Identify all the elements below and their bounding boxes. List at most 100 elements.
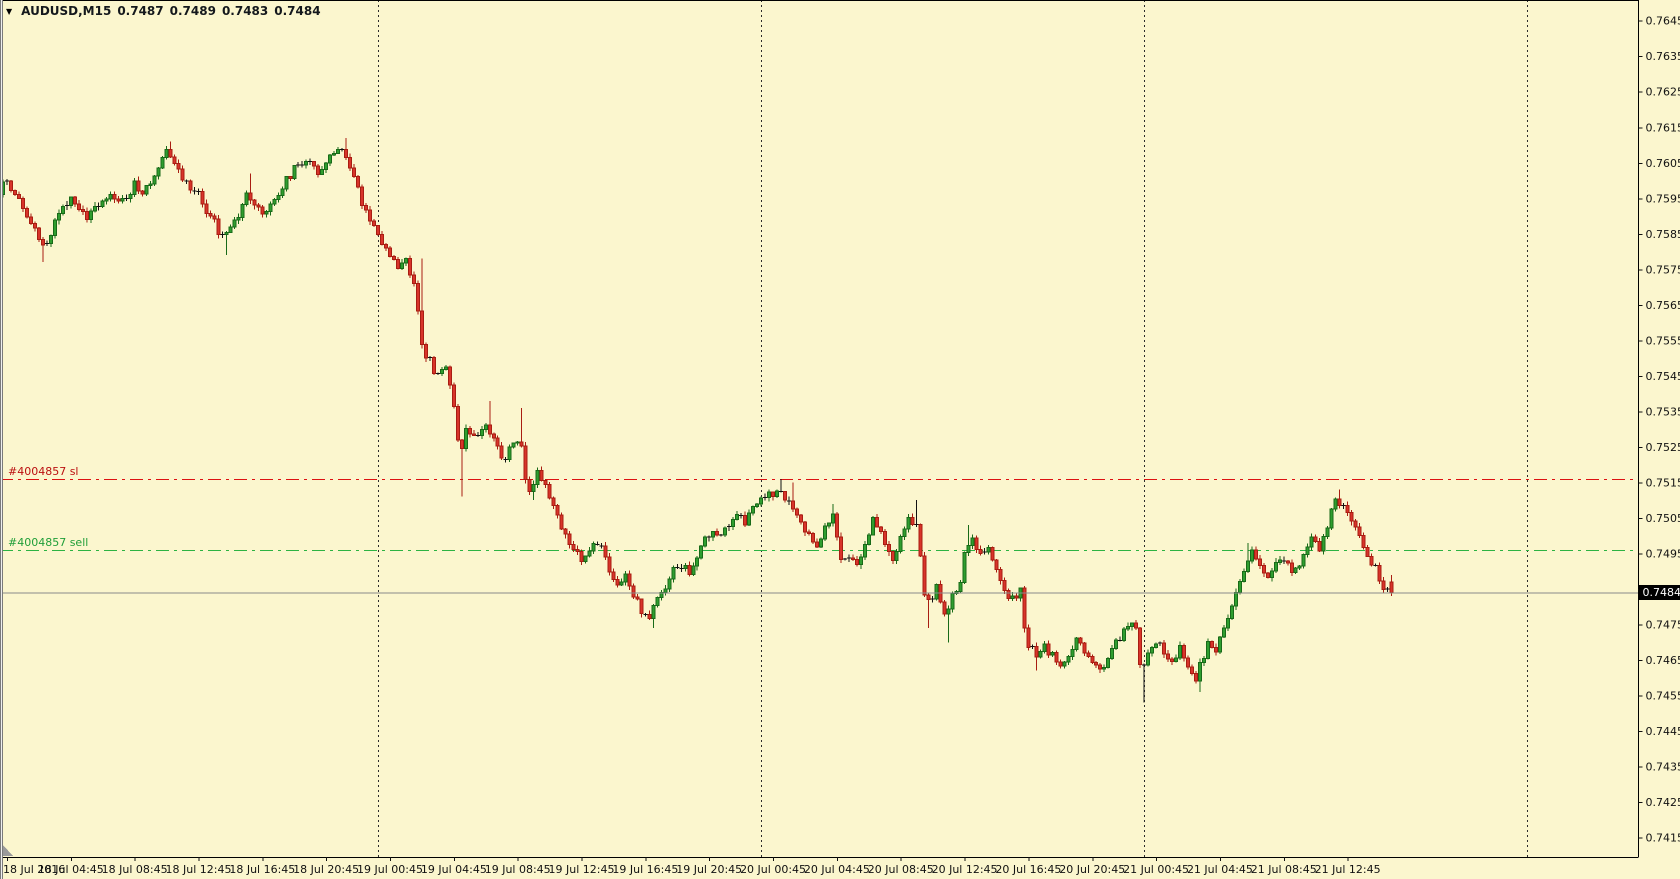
- price-tick-label: 0.7455: [1646, 690, 1680, 703]
- candle-up: [950, 593, 955, 610]
- sell-line-label[interactable]: #4004857 sell: [8, 535, 89, 549]
- candle-up: [966, 544, 971, 554]
- candle-up: [1154, 643, 1159, 648]
- candle-down: [1098, 664, 1103, 670]
- candle-down: [635, 596, 640, 600]
- candle-down: [1058, 661, 1063, 667]
- candle-down: [172, 156, 177, 164]
- time-tick-label: 18 Jul 04:45: [38, 863, 104, 876]
- candle-down: [1389, 581, 1394, 594]
- candle-down: [559, 514, 564, 530]
- candle-down: [1285, 560, 1290, 564]
- plot-border: [0, 0, 1639, 879]
- candle-down: [794, 508, 799, 516]
- price-tick-label: 0.7545: [1646, 370, 1680, 383]
- candle-up: [671, 567, 676, 580]
- candle-up: [735, 514, 740, 520]
- candle-down: [1345, 505, 1350, 514]
- candle-down: [791, 500, 795, 510]
- candle-up: [156, 167, 161, 177]
- candle-up: [1241, 570, 1246, 583]
- stop-loss-line-label[interactable]: #4004857 sl: [8, 464, 79, 478]
- candle-up: [511, 442, 516, 448]
- time-tick-label: 20 Jul 20:45: [1059, 863, 1125, 876]
- candle-down: [1170, 658, 1175, 663]
- price-tick-label: 0.7515: [1646, 476, 1680, 489]
- candle-down: [1166, 653, 1171, 660]
- candle-down: [771, 491, 776, 498]
- candle-up: [826, 522, 831, 527]
- candle-up: [970, 537, 975, 546]
- price-tick-label: 0.7505: [1646, 512, 1680, 525]
- candle-up: [1197, 661, 1202, 682]
- time-tick-label: 18 Jul 08:45: [102, 863, 168, 876]
- candle-up: [56, 212, 61, 221]
- candle-up: [1301, 554, 1306, 567]
- candle-up: [1150, 646, 1155, 654]
- candle-down: [364, 204, 369, 211]
- candle-up: [108, 194, 113, 200]
- candle-up: [332, 152, 337, 156]
- candle-up: [1245, 560, 1250, 572]
- candle-up: [1106, 657, 1111, 669]
- candle-up: [1233, 592, 1238, 607]
- candle-down: [910, 516, 915, 525]
- candle-up: [276, 195, 281, 200]
- candle-up: [292, 165, 297, 180]
- candle-down: [499, 445, 504, 459]
- candle-down: [411, 274, 416, 285]
- candle-down: [615, 578, 620, 586]
- candle-down: [40, 238, 45, 246]
- candle-down: [1213, 646, 1218, 653]
- symbol-period-label: AUDUSD,M15: [21, 4, 112, 18]
- candle-up: [268, 203, 273, 213]
- candle-up: [1325, 527, 1330, 538]
- candle-down: [998, 569, 1003, 581]
- candle-down: [631, 585, 636, 598]
- price-tick-label: 0.7535: [1646, 405, 1680, 418]
- candle-up: [862, 543, 867, 558]
- candle-up: [958, 581, 963, 593]
- candle-down: [715, 531, 720, 536]
- candle-up: [747, 512, 752, 526]
- candle-up: [272, 198, 277, 205]
- candle-down: [1014, 595, 1019, 599]
- scroll-anchor-triangle[interactable]: [3, 845, 13, 856]
- candle-up: [1333, 498, 1338, 510]
- symbol-dropdown-icon[interactable]: ▼: [6, 7, 13, 16]
- candle-down: [1138, 627, 1143, 666]
- price-tick-label: 0.7415: [1646, 832, 1680, 845]
- candle-up: [104, 198, 109, 202]
- candle-up: [399, 262, 404, 269]
- candle-down: [140, 190, 145, 195]
- candle-down: [72, 196, 77, 205]
- candle-up: [1237, 581, 1242, 594]
- candle-down: [384, 244, 389, 249]
- price-tick-label: 0.7645: [1646, 15, 1680, 28]
- candle-up: [587, 550, 592, 557]
- candle-down: [1209, 640, 1214, 648]
- candle-up: [1329, 508, 1334, 529]
- candle-down: [854, 559, 859, 566]
- candle-down: [523, 445, 528, 481]
- candle-down: [252, 199, 257, 206]
- price-scale[interactable]: 0.7645 0.7635 0.7625 0.7615 0.7605 0.7595 0.75…: [1638, 15, 1680, 845]
- candle-up: [1205, 640, 1210, 659]
- price-tick-label: 0.7635: [1646, 50, 1680, 63]
- price-tick-label: 0.7565: [1646, 299, 1680, 312]
- candle-down: [743, 515, 748, 526]
- candle-down: [1353, 520, 1358, 528]
- candle-down: [1253, 549, 1258, 560]
- candle-up: [479, 429, 484, 437]
- time-tick-label: 18 Jul 2016: [3, 863, 65, 876]
- candle-up: [439, 369, 444, 374]
- candle-down: [814, 541, 819, 548]
- candle-up: [1102, 667, 1107, 670]
- candle-down: [471, 433, 476, 436]
- candle-up: [1146, 652, 1151, 666]
- candle-down: [36, 227, 41, 240]
- candle-down: [783, 491, 788, 501]
- price-tick-label: 0.7435: [1646, 761, 1680, 774]
